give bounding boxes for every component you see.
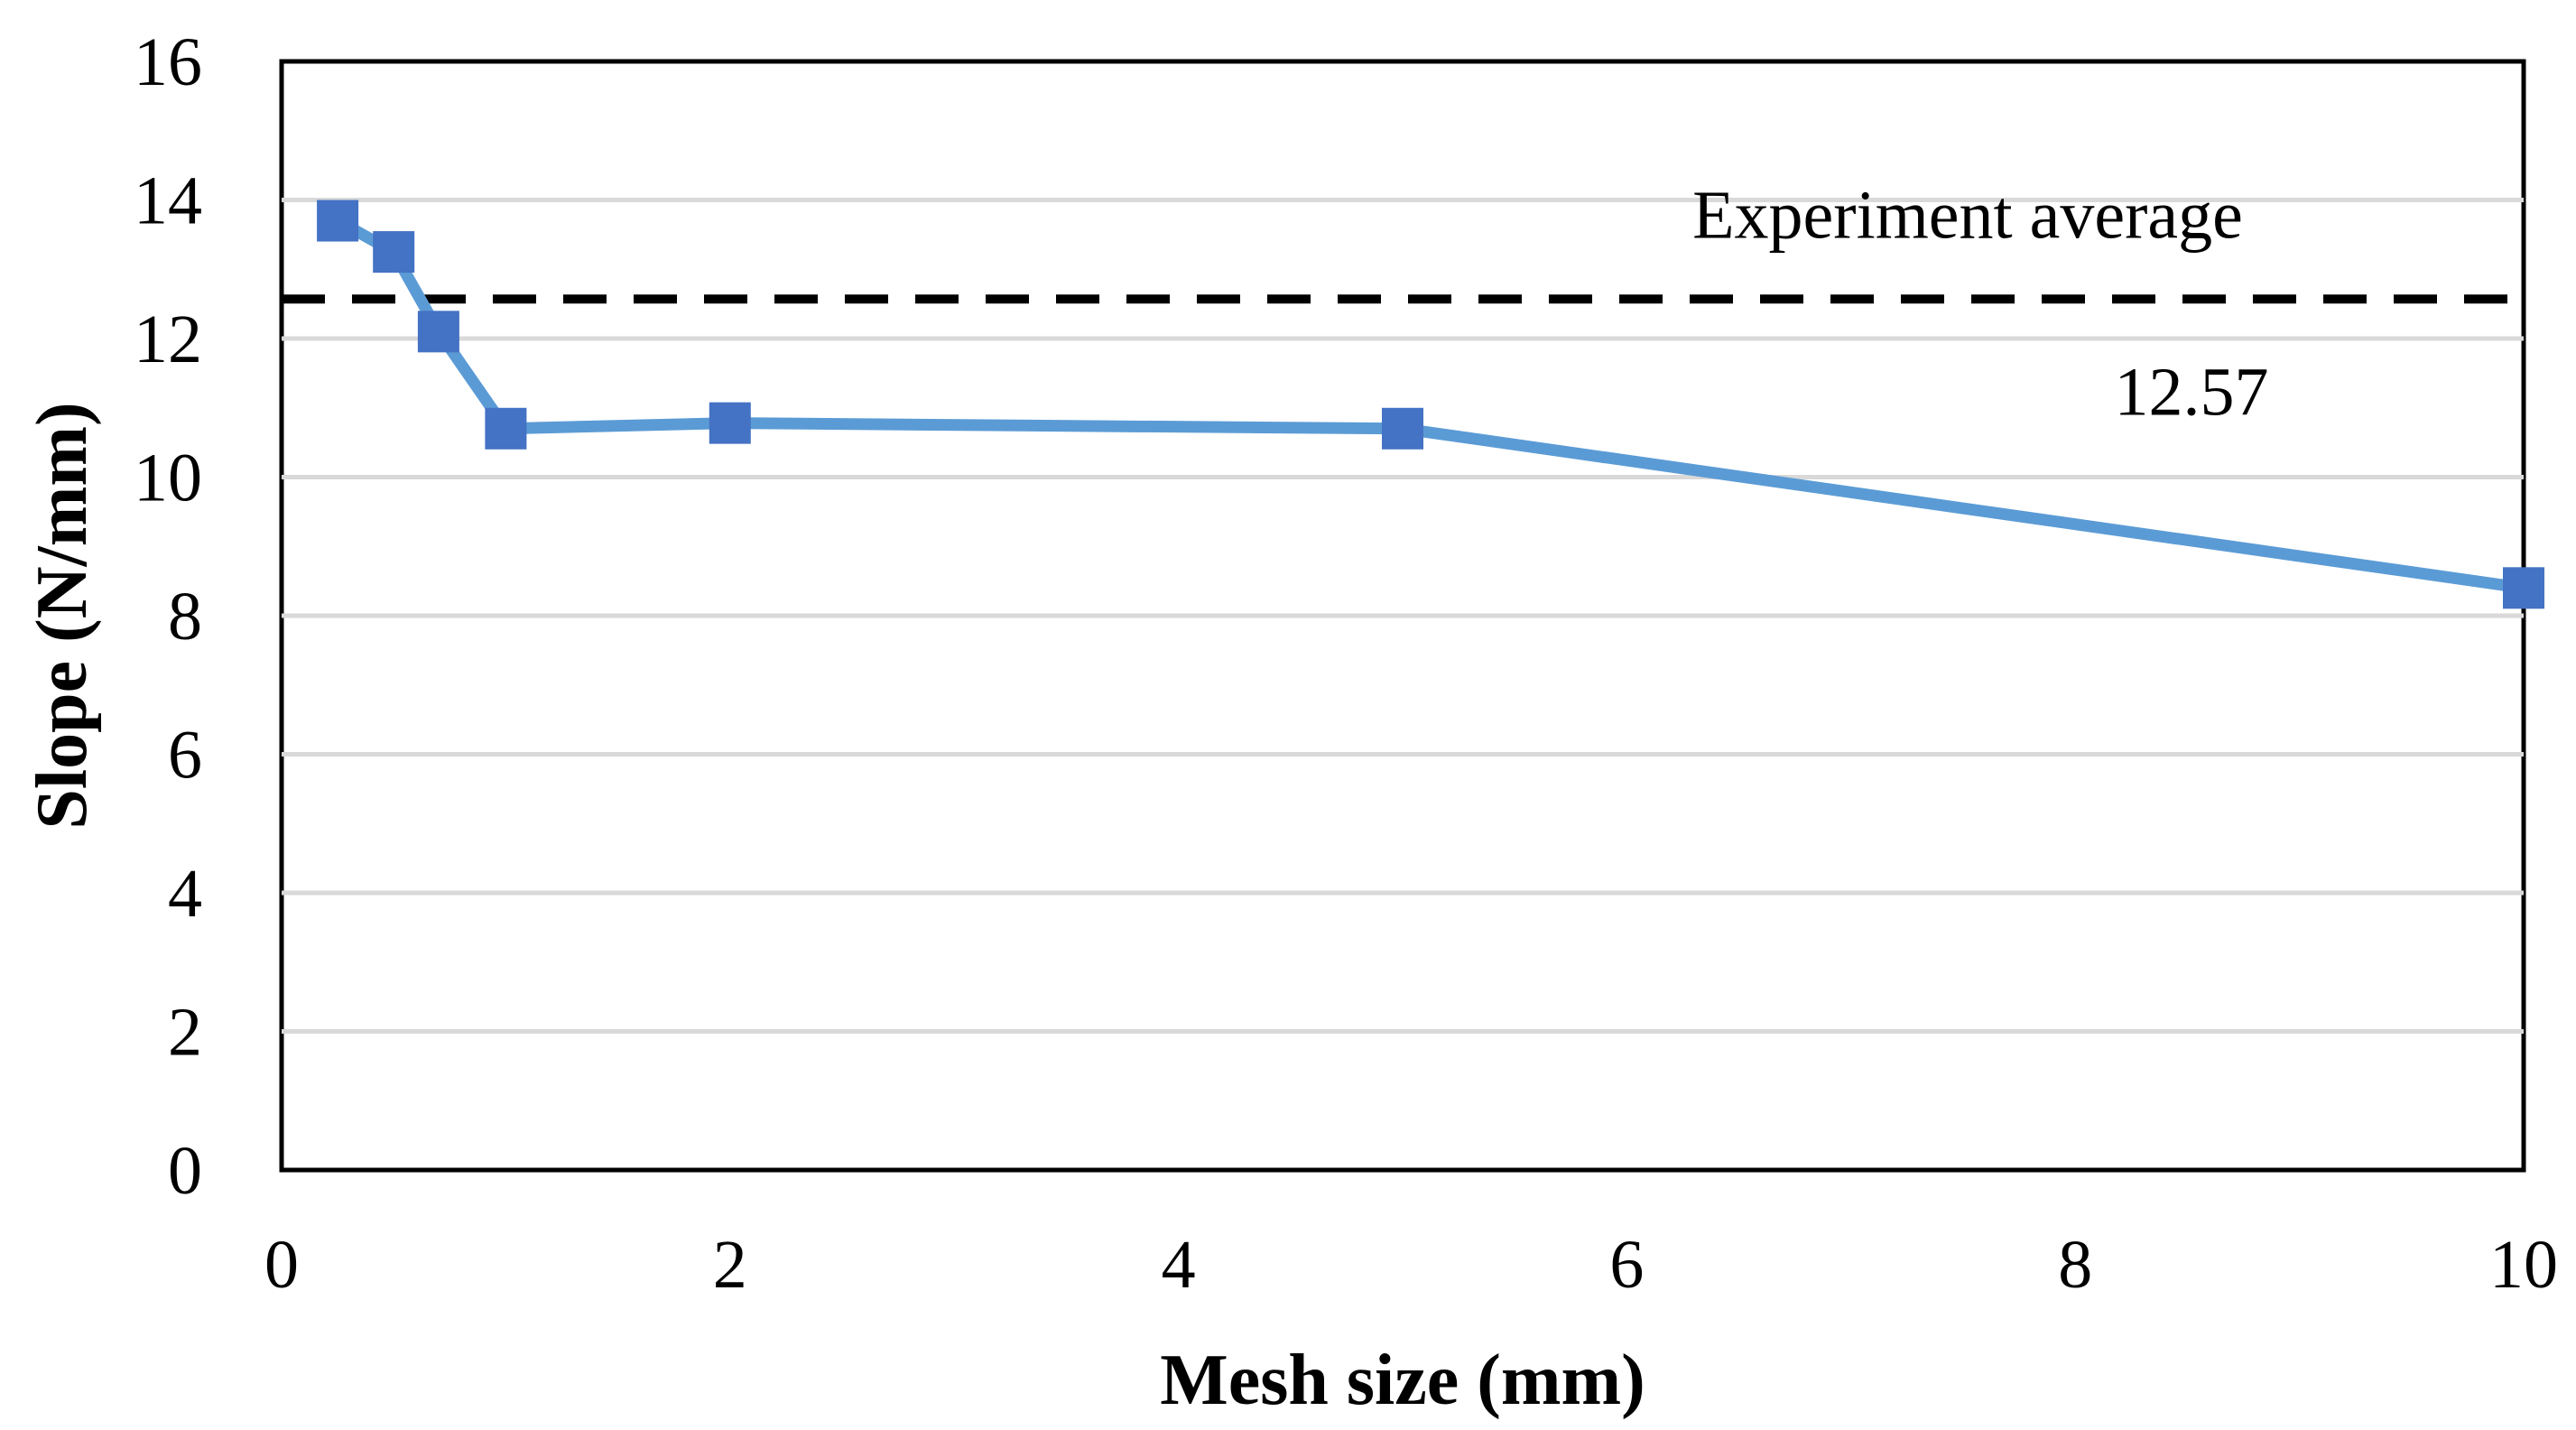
x-tick-label: 4 xyxy=(1162,1227,1196,1303)
x-tick-label: 0 xyxy=(264,1227,299,1303)
experiment-average-value: 12.57 xyxy=(2115,354,2269,430)
y-tick-label: 10 xyxy=(134,441,202,516)
experiment-average-label: Experiment average xyxy=(1692,177,2243,253)
data-point xyxy=(417,311,459,353)
y-tick-labels: 0 2 4 6 8 10 12 14 16 xyxy=(134,24,202,1209)
x-tick-label: 2 xyxy=(713,1227,747,1303)
gridlines xyxy=(282,198,2524,1034)
y-axis-title: Slope (N/mm) xyxy=(23,402,102,829)
x-tick-label: 8 xyxy=(2058,1227,2092,1303)
y-tick-label: 4 xyxy=(168,856,202,932)
x-tick-labels: 0 2 4 6 8 10 xyxy=(264,1227,2558,1303)
y-tick-label: 2 xyxy=(168,995,202,1071)
data-point xyxy=(709,402,751,444)
data-point xyxy=(485,407,527,450)
x-tick-label: 6 xyxy=(1609,1227,1644,1303)
data-point xyxy=(2503,567,2544,609)
y-tick-label: 16 xyxy=(134,24,202,100)
data-point xyxy=(373,231,415,274)
y-tick-label: 0 xyxy=(168,1133,202,1209)
y-tick-label: 14 xyxy=(134,163,202,239)
y-tick-label: 6 xyxy=(168,718,202,794)
y-tick-label: 12 xyxy=(134,302,202,377)
data-point xyxy=(317,200,359,242)
x-axis-title: Mesh size (mm) xyxy=(1160,1341,1645,1420)
series-group xyxy=(317,200,2544,609)
data-point xyxy=(1382,407,1423,450)
x-tick-label: 10 xyxy=(2489,1227,2558,1303)
y-tick-label: 8 xyxy=(168,579,202,655)
